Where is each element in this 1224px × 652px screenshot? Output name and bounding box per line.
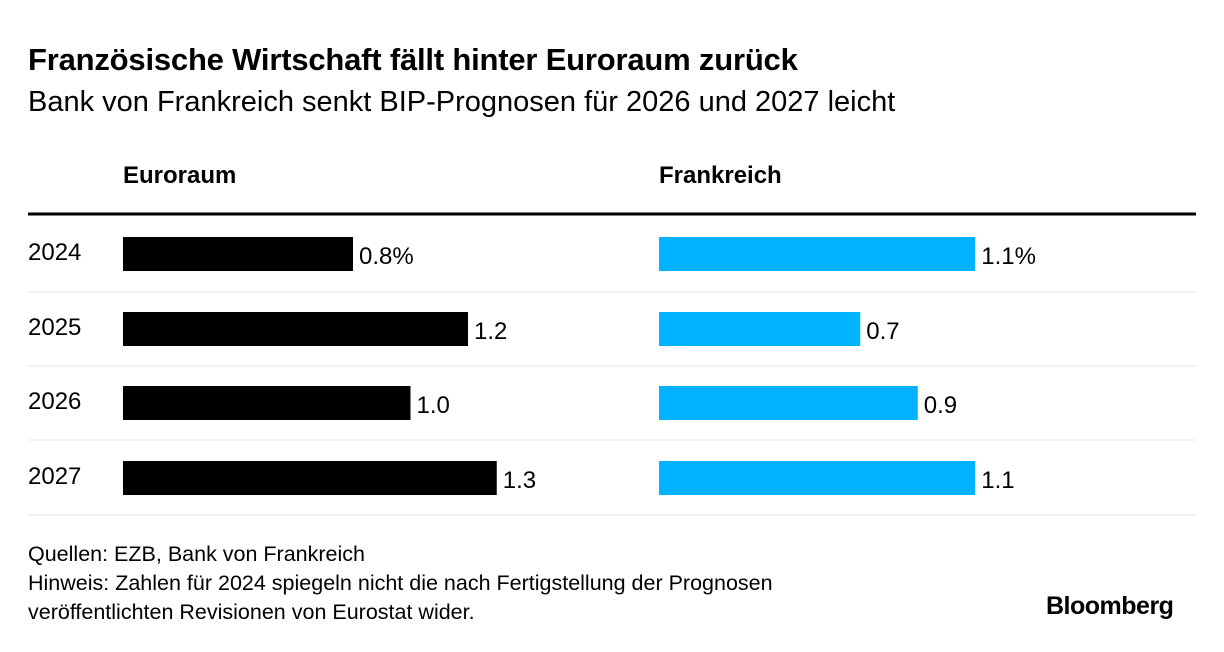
series-header-euroraum: Euroraum — [123, 162, 236, 189]
value-label-frankreich-2025: 0.7 — [866, 318, 899, 345]
series-header-frankreich: Frankreich — [659, 162, 782, 189]
chart-subtitle: Bank von Frankreich senkt BIP-Prognosen … — [28, 86, 896, 118]
bar-euroraum-2027 — [123, 461, 497, 495]
bar-euroraum-2024 — [123, 237, 353, 271]
value-label-euroraum-2026: 1.0 — [417, 392, 450, 419]
chart-footer: Quellen: EZB, Bank von Frankreich Hinwei… — [28, 540, 773, 627]
value-label-frankreich-2027: 1.1 — [981, 467, 1014, 494]
value-label-frankreich-2024: 1.1% — [981, 243, 1036, 270]
bar-frankreich-2026 — [659, 386, 918, 420]
value-label-euroraum-2025: 1.2 — [474, 318, 507, 345]
bar-frankreich-2025 — [659, 312, 861, 346]
bar-euroraum-2026 — [123, 386, 411, 420]
note-text-line-2: veröffentlichten Revisionen von Eurostat… — [28, 600, 475, 624]
value-label-frankreich-2026: 0.9 — [924, 392, 957, 419]
category-label-2025: 2025 — [28, 314, 81, 341]
value-label-euroraum-2024: 0.8% — [359, 243, 414, 270]
category-label-2026: 2026 — [28, 388, 81, 415]
value-label-euroraum-2027: 1.3 — [503, 467, 536, 494]
category-label-2024: 2024 — [28, 239, 81, 266]
note-text-line-1: Hinweis: Zahlen für 2024 spiegeln nicht … — [28, 571, 773, 595]
sources-text: Quellen: EZB, Bank von Frankreich — [28, 542, 365, 566]
bar-frankreich-2027 — [659, 461, 976, 495]
bar-frankreich-2024 — [659, 237, 976, 271]
bar-euroraum-2025 — [123, 312, 468, 346]
bloomberg-logo: Bloomberg — [1046, 592, 1174, 620]
category-label-2027: 2027 — [28, 463, 81, 490]
chart-title: Französische Wirtschaft fällt hinter Eur… — [28, 42, 798, 77]
